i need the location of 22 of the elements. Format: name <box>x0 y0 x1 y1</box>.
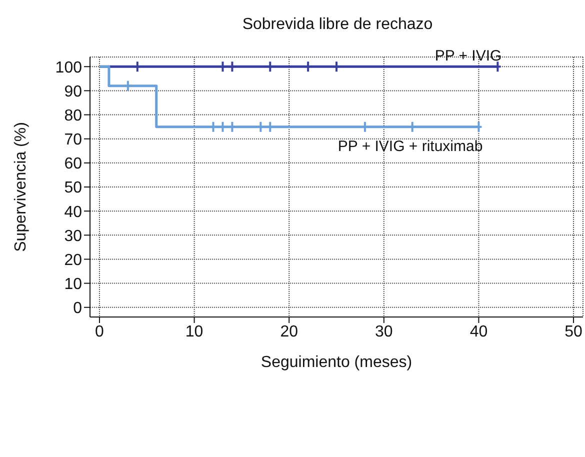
y-tick-label: 100 <box>55 59 82 76</box>
series-label: PP + IVIG + rituximab <box>338 138 483 155</box>
y-tick-label: 70 <box>64 132 82 149</box>
y-tick-label: 10 <box>64 276 82 293</box>
chart-title: Sobrevida libre de rechazo <box>241 16 434 34</box>
y-tick-label: 50 <box>64 180 82 197</box>
y-tick-label: 0 <box>73 300 82 318</box>
x-tick-label: 40 <box>470 323 488 340</box>
y-tick-label: 80 <box>64 107 82 124</box>
x-tick-label: 30 <box>375 323 393 340</box>
x-tick-label: 0 <box>95 323 104 340</box>
series-label: PP + IVIG <box>434 48 502 65</box>
y-tick-label: 20 <box>64 252 82 269</box>
y-tick-label: 90 <box>64 83 82 100</box>
y-tick-label: 60 <box>64 156 82 173</box>
x-axis-title: Seguimiento (meses) <box>260 354 412 371</box>
y-tick-label: 40 <box>64 204 82 221</box>
y-tick-label: 30 <box>64 228 82 245</box>
y-axis-title: Supervivencia (%) <box>12 122 30 252</box>
x-tick-label: 20 <box>280 323 298 340</box>
x-tick-label: 50 <box>564 323 583 340</box>
x-tick-label: 10 <box>185 323 204 340</box>
